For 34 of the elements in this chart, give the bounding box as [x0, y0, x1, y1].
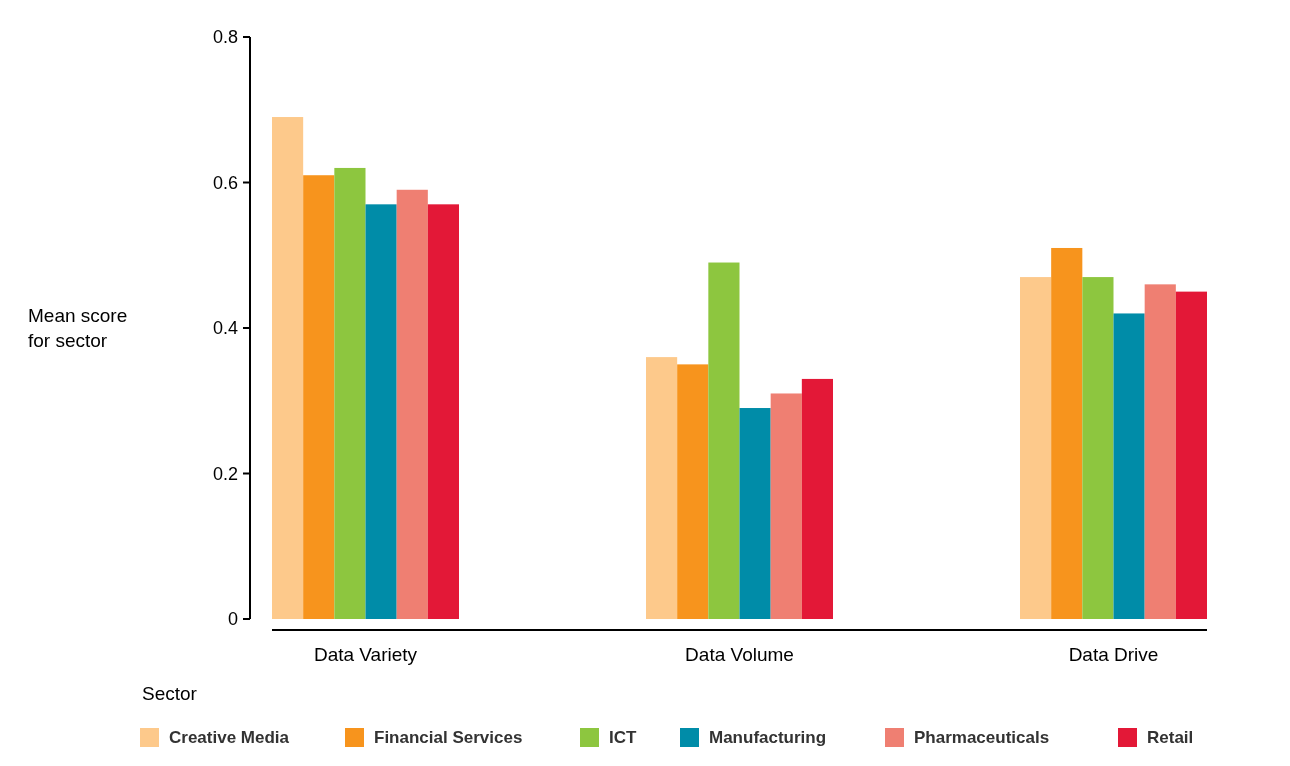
bar [646, 357, 678, 619]
bar [427, 204, 459, 619]
bar [334, 167, 366, 619]
bar [770, 393, 802, 619]
y-tick-label: 0.6 [212, 172, 238, 193]
bar [365, 204, 397, 619]
legend-label: Creative Media [169, 727, 290, 747]
bar [272, 117, 304, 619]
y-tick-label: 0.4 [212, 318, 238, 339]
bar [1082, 277, 1114, 619]
bar [801, 378, 833, 619]
legend-label: ICT [609, 727, 637, 747]
y-tick-label: 0.8 [212, 27, 238, 48]
bar [1051, 247, 1083, 619]
bar [1144, 284, 1176, 619]
legend-title: Sector [142, 683, 198, 704]
legend-label: Manufacturing [709, 727, 827, 747]
y-tick-label: 0.2 [212, 463, 238, 484]
bar [1175, 291, 1207, 619]
x-tick-label: Data Volume [685, 644, 794, 665]
bar [303, 175, 335, 619]
legend-label: Financial Services [374, 727, 523, 747]
y-tick-label: 0 [227, 609, 238, 630]
legend-label: Pharmaceuticals [914, 727, 1050, 747]
bar [739, 408, 771, 619]
legend-label: Retail [1147, 727, 1194, 747]
bar [677, 364, 709, 619]
bar [708, 262, 740, 619]
y-axis-title: Mean score for sector [28, 305, 128, 351]
bar [396, 189, 428, 619]
bar [1113, 313, 1145, 619]
bar [1020, 277, 1052, 619]
x-tick-label: Data Drive [1068, 644, 1159, 665]
x-tick-label: Data Variety [313, 644, 418, 665]
